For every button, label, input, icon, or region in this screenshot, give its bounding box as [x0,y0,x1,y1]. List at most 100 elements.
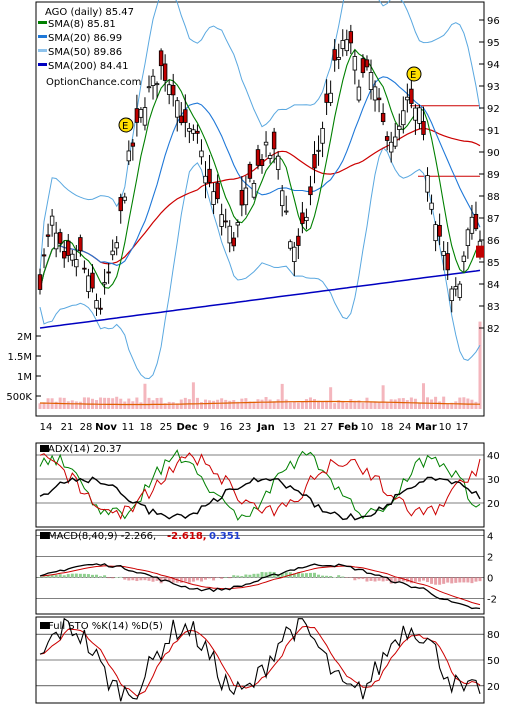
volume-bar [369,401,373,409]
macd-histogram-bar [220,577,224,579]
macd-histogram-bar [389,577,393,584]
candle-body [41,254,47,257]
macd-histogram-bar [365,577,369,582]
volume-bar [82,397,86,409]
macd-histogram-bar [58,574,62,578]
volume-bar [446,403,450,409]
candle-body [372,86,378,101]
macd-histogram-bar [470,577,474,584]
candle-body [203,175,208,184]
macd-tick-label: 0 [487,573,493,584]
adx-label: ADX(14) 20.37 [48,444,122,455]
candle-body [401,110,406,126]
macd-histogram-bar [195,577,199,581]
candle-body [376,97,382,101]
volume-bar [248,401,252,409]
price-tick-label: 91 [487,126,500,137]
candle-body [292,246,297,262]
volume-bar [304,399,308,409]
macd-histogram-bar [458,577,462,583]
volume-bar [397,398,401,409]
macd-histogram-bar [260,571,264,578]
candle-body [187,128,192,132]
macd-histogram-bar [478,577,482,582]
candle-body [405,96,410,101]
macd-histogram-bar [82,573,86,578]
macd-histogram-bar [361,577,365,580]
candle-body [239,189,245,206]
volume-bar [143,383,147,409]
volume-bar [312,399,316,409]
candle-body [146,86,152,89]
macd-histogram-bar [321,575,325,578]
bollinger-upper-line [39,0,481,272]
macd-histogram-bar [171,577,175,583]
volume-bar [74,401,78,409]
volume-bar [450,402,454,409]
macd-histogram-bar [474,577,478,582]
candle-body [421,121,426,135]
earnings-marker-1 [118,117,134,133]
volume-bar [385,402,389,409]
candle-body [465,229,471,246]
volume-bar [103,397,107,409]
volume-bar [421,383,425,409]
volume-bar [413,398,417,409]
sma8-swatch [38,21,47,24]
candle-body [171,84,176,96]
candle-body [267,155,273,159]
macd-histogram-bar [155,577,159,581]
volume-bar [216,399,220,409]
candle-body [154,83,160,86]
candle-body [320,128,325,144]
adx-tick-label: 20 [487,499,500,510]
date-tick-label: 9 [203,422,209,433]
volume-bar [317,400,321,409]
candle-body [162,63,168,81]
macd-histogram-bar [329,576,333,578]
macd-histogram-bar [228,577,232,579]
candle-body [352,56,358,71]
candle-body [179,115,184,124]
volume-bar [361,402,365,409]
candle-body [118,197,123,212]
candle-body [288,241,293,249]
earnings-marker-2 [406,66,422,82]
macd-histogram-bar [183,577,187,582]
volume-bar [260,399,264,409]
date-tick-label: 25 [160,422,173,433]
macd-histogram-bar [377,577,381,581]
volume-bar [264,397,268,409]
sma200-swatch [38,63,47,66]
macd-histogram-bar [248,574,252,578]
macd-swatch [40,532,49,539]
macd-histogram-bar [208,577,212,579]
volume-bar [107,397,111,409]
candle-body [259,159,265,166]
volume-bar [224,399,228,409]
macd-histogram-bar [179,577,183,583]
sma50-swatch [38,49,47,52]
candle-body [328,92,333,103]
macd-histogram-bar [357,577,361,580]
volume-bar [111,398,115,409]
macd-histogram-bar [119,576,123,578]
volume-bar [135,397,139,409]
macd-histogram-bar [74,573,78,578]
volume-bar [66,401,70,409]
date-tick-label: Feb [338,422,358,433]
macd-histogram-bar [333,576,337,578]
macd-histogram-bar [244,574,248,578]
macd-histogram-bar [337,575,341,578]
bollinger-lower-line [39,146,481,380]
candle-body [211,191,216,205]
macd-histogram-bar [373,577,377,582]
volume-bar [377,402,381,409]
candle-body [324,93,329,103]
adx-minus-di-line [39,452,481,520]
volume-bar [240,398,244,409]
candle-body [223,220,228,223]
volume-bar [296,402,300,409]
macd-histogram-bar [95,574,99,578]
macd-histogram-bar [280,573,284,578]
